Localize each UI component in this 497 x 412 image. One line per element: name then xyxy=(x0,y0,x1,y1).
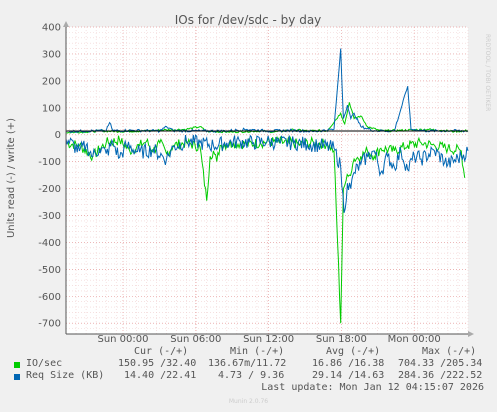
x-tick-label: Sun 06:00 xyxy=(170,334,221,345)
y-axis-arrow xyxy=(63,21,69,27)
x-tick-label: Sun 18:00 xyxy=(316,334,367,345)
y-tick-label: 100 xyxy=(42,103,61,114)
y-tick-label: -300 xyxy=(38,211,61,222)
y-tick-label: 0 xyxy=(55,130,61,141)
legend-io-min: 136.67m/11.72 xyxy=(208,358,287,369)
y-tick-label: -500 xyxy=(38,265,61,276)
legend-io-max: 704.33 /205.34 xyxy=(398,358,483,369)
chart-title: IOs for /dev/sdc - by day xyxy=(175,13,322,27)
last-update: Last update: Mon Jan 12 04:15:07 2026 xyxy=(261,382,484,393)
chart: IOs for /dev/sdc - by day Units read (-)… xyxy=(6,13,491,345)
series-line-read xyxy=(65,134,469,213)
munin-footer: Munin 2.0.76 xyxy=(228,398,269,405)
legend-header-avg: Avg (-/+) xyxy=(326,346,381,357)
x-axis-arrow xyxy=(468,331,474,337)
legend-label-req: Req Size (KB) xyxy=(26,370,105,381)
legend-req-avg: 29.14 /14.63 xyxy=(312,370,385,381)
y-tick-label: 300 xyxy=(42,49,61,60)
rrdtool-watermark: RRDTOOL / TOBI OETIKER xyxy=(484,34,491,111)
x-tick-label: Sun 12:00 xyxy=(243,334,294,345)
legend-io-cur: 150.95 /32.40 xyxy=(118,358,197,369)
legend-swatch-req xyxy=(14,374,20,380)
y-axis-label: Units read (-) / write (+) xyxy=(6,118,17,238)
y-tick-label: 200 xyxy=(42,76,61,87)
y-tick-label: -100 xyxy=(38,157,61,168)
legend-req-max: 284.36 /222.52 xyxy=(398,370,483,381)
x-tick-label: Sun 00:00 xyxy=(97,334,148,345)
y-tick-label: 400 xyxy=(42,23,61,34)
x-tick-labels: Sun 00:00 Sun 06:00 Sun 12:00 Sun 18:00 Mon … xyxy=(97,334,440,345)
y-tick-label: -600 xyxy=(38,292,61,303)
y-tick-labels: 400 300 200 100 0 -100 -200 -300 -400 -500 -600 -70… xyxy=(38,23,61,330)
legend-swatch-io xyxy=(14,362,20,368)
legend-req-cur: 14.40 /22.41 xyxy=(124,370,197,381)
legend-io-avg: 16.86 /16.38 xyxy=(312,358,385,369)
legend-header-max: Max (-/+) xyxy=(422,346,477,357)
legend-req-min: 4.73 / 9.36 xyxy=(218,370,285,381)
y-tick-label: -400 xyxy=(38,238,61,249)
y-tick-label: -200 xyxy=(38,184,61,195)
grid xyxy=(65,26,469,334)
legend-header-min: Min (-/+) xyxy=(230,346,285,357)
legend-label-io: IO/sec xyxy=(26,358,63,369)
legend-header-cur: Cur (-/+) xyxy=(134,346,189,357)
x-tick-label: Mon 00:00 xyxy=(388,334,441,345)
y-tick-label: -700 xyxy=(38,319,61,330)
